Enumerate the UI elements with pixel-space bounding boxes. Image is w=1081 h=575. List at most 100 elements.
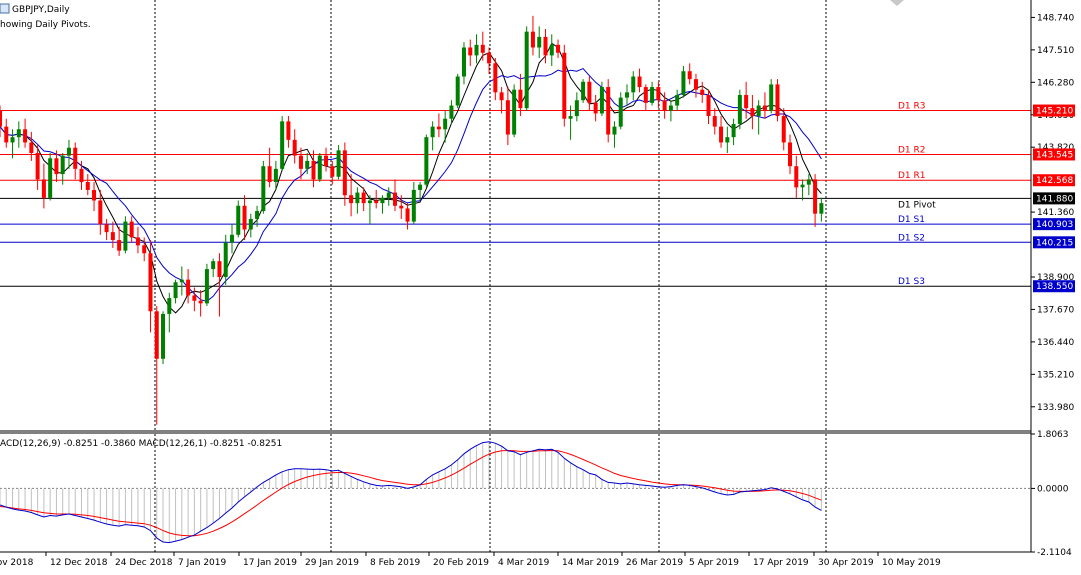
candle-body (324, 155, 329, 167)
pivot-price-tag-label: 143.545 (1036, 150, 1073, 160)
price-tick-label: 148.740 (1037, 13, 1074, 23)
pivot-price-tag (1033, 148, 1075, 161)
time-tick-label: 29 Jan 2019 (305, 558, 359, 568)
candle-body (562, 52, 567, 119)
candle-body (123, 221, 128, 251)
candle-body (85, 182, 90, 190)
candle-body (367, 200, 372, 204)
candle-body (273, 168, 278, 183)
candle-body (518, 89, 523, 109)
candle-body (286, 121, 291, 140)
candle-body (393, 192, 398, 206)
candle-body (593, 102, 598, 114)
candle-body (794, 166, 799, 188)
macd-tick-label: 1.8063 (1037, 430, 1069, 440)
candle-body (725, 137, 730, 143)
candle-body (719, 126, 724, 143)
candle-body (154, 311, 159, 359)
candle-body (813, 179, 818, 214)
candle-body (60, 155, 65, 175)
time-tick-label: 14 Mar 2019 (562, 558, 619, 568)
candle-body (775, 84, 780, 117)
price-tick-label: 137.670 (1037, 305, 1074, 315)
candle-body (712, 116, 717, 127)
symbol-icon (0, 3, 10, 14)
time-tick-label: 10 May 2019 (882, 558, 941, 568)
pivot-label: D1 R1 (898, 171, 926, 181)
candle-body (687, 71, 692, 80)
pivot-price-tag (1033, 104, 1075, 117)
candle-body (606, 87, 611, 135)
candle-body (236, 205, 241, 235)
candle-body (204, 269, 209, 304)
candle-body (92, 189, 97, 201)
macd-panel (0, 441, 1031, 544)
pivot-price-tag-label: 140.903 (1036, 220, 1073, 230)
candle-body (129, 221, 134, 238)
time-tick-label: 24 Dec 2018 (115, 558, 173, 568)
candle-body (706, 94, 711, 117)
candle-body (430, 126, 435, 138)
time-tick-label: 26 Mar 2019 (626, 558, 683, 568)
candle-body (474, 44, 479, 56)
price-tick-label: 133.980 (1037, 403, 1074, 413)
candle-body (305, 160, 310, 169)
candle-body (173, 282, 178, 299)
candle-body (631, 76, 636, 93)
candle-body (468, 47, 473, 56)
pivot-label: D1 S2 (898, 233, 925, 243)
candle-body (198, 300, 203, 304)
price-tick-label: 143.820 (1037, 143, 1074, 153)
candle-body (336, 150, 341, 177)
candle-body (399, 205, 404, 209)
candle-body (461, 47, 466, 77)
price-tick-label: 135.210 (1037, 370, 1074, 380)
candle-body (744, 94, 749, 109)
candle-body (568, 116, 573, 119)
price-tick-label: 138.900 (1037, 273, 1074, 283)
chart-shift-marker-icon[interactable] (890, 0, 904, 6)
candle-body (487, 52, 492, 64)
candle-body (499, 92, 504, 101)
candle-body (418, 184, 423, 190)
candle-body (41, 179, 46, 198)
candle-body (625, 92, 629, 98)
candle-body (261, 166, 266, 212)
pivot-price-tag-label: 142.568 (1036, 176, 1073, 186)
pivot-price-tag (1033, 174, 1075, 187)
candle-body (524, 31, 529, 109)
time-tick-label: 17 Apr 2019 (753, 558, 809, 568)
time-tick-label: 5 Apr 2019 (689, 558, 739, 568)
candle-body (16, 129, 21, 138)
candle-body (769, 84, 774, 111)
candle-body (242, 205, 247, 230)
candle-body (643, 87, 648, 103)
candle-body (806, 179, 811, 185)
candle-body (781, 116, 786, 143)
price-tick-label: 141.360 (1037, 208, 1074, 218)
candle-body (656, 87, 661, 101)
candle-body (342, 150, 347, 196)
pivot-label: D1 R2 (898, 145, 926, 155)
candle-body (556, 44, 561, 53)
candle-body (4, 126, 9, 143)
candle-body (530, 31, 535, 48)
pivot-label: D1 R3 (898, 102, 926, 112)
macd-line (0, 441, 822, 544)
price-tick-label: 146.280 (1037, 78, 1074, 88)
pivot-price-tag (1033, 236, 1075, 249)
candle-body (731, 123, 736, 138)
candle-body (98, 200, 103, 225)
candle-body (493, 63, 498, 93)
pivot-price-tag-label: 138.550 (1036, 282, 1073, 292)
candle-body (800, 184, 805, 188)
time-tick-label: 4 Mar 2019 (498, 558, 550, 568)
candle-body (349, 195, 354, 204)
candle-body (186, 279, 191, 296)
pivot-price-tag-label: 140.215 (1036, 238, 1073, 248)
candlesticks (0, 15, 824, 425)
time-tick-label: 12 Dec 2018 (50, 558, 108, 568)
candle-body (443, 118, 448, 130)
